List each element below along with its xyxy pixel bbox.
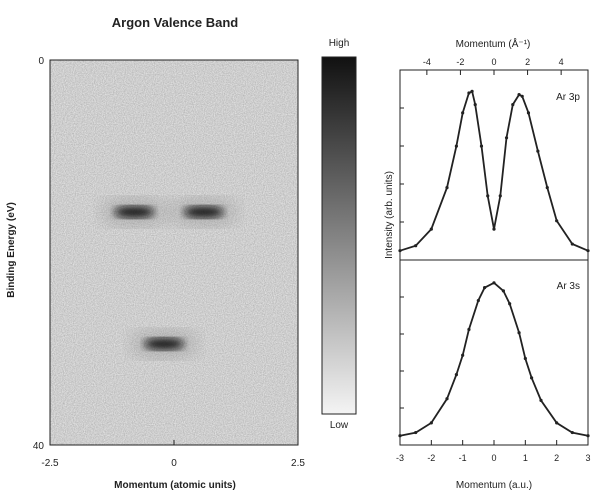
top-tick-label: 0 xyxy=(491,57,496,67)
ar-3p-curve xyxy=(399,89,589,252)
data-point xyxy=(429,421,433,425)
panel-3p-ticks xyxy=(400,107,404,223)
heatmap-noise xyxy=(50,60,298,445)
data-point xyxy=(470,89,474,93)
bottom-tick-label: -2 xyxy=(427,453,435,463)
bottom-tick-label: 3 xyxy=(585,453,590,463)
top-axis-ticks: -4 -2 0 2 4 xyxy=(423,57,564,75)
heatmap-x-ticks: -2.5 0 2.5 xyxy=(41,440,305,469)
bottom-axis-label: Momentum (a.u.) xyxy=(456,480,532,491)
data-point xyxy=(530,376,534,380)
top-axis-label: Momentum (Å⁻¹) xyxy=(456,37,531,50)
heatmap-peak xyxy=(114,206,155,219)
data-point xyxy=(508,302,512,306)
heatmap-plot xyxy=(49,59,299,446)
colorbar-high-label: High xyxy=(329,38,350,49)
data-point xyxy=(429,227,433,231)
data-point xyxy=(414,430,418,435)
data-point xyxy=(492,227,496,231)
data-point xyxy=(539,398,543,402)
data-point xyxy=(570,430,574,435)
colorbar-low-label: Low xyxy=(330,420,349,431)
bottom-tick-label: -3 xyxy=(396,453,404,463)
data-point xyxy=(445,397,449,401)
heatmap-features xyxy=(100,198,238,358)
heatmap-y-label: Binding Energy (eV) xyxy=(6,202,17,298)
data-point xyxy=(555,219,559,223)
data-point xyxy=(504,136,509,140)
data-point xyxy=(526,111,531,115)
heatmap-x-tick-label: 0 xyxy=(171,458,177,469)
data-point xyxy=(517,331,521,335)
data-point xyxy=(473,103,477,107)
heatmap-y-tick-label: 0 xyxy=(38,56,44,67)
heatmap-x-tick-label: -2.5 xyxy=(41,458,59,469)
data-point xyxy=(570,242,574,246)
data-point xyxy=(501,289,505,293)
data-point xyxy=(486,194,490,198)
data-point xyxy=(555,421,559,425)
data-point xyxy=(523,356,527,361)
data-point xyxy=(467,91,471,95)
heatmap-x-label: Momentum (atomic units) xyxy=(114,480,236,491)
data-point xyxy=(511,103,515,107)
data-point xyxy=(479,144,484,148)
ar-3p-points xyxy=(398,89,590,253)
heatmap-peak xyxy=(183,206,224,219)
bottom-tick-label: -1 xyxy=(459,453,467,463)
data-point xyxy=(492,281,496,285)
data-point xyxy=(586,434,590,438)
bottom-axis-ticks: -3 -2 -1 0 1 2 3 xyxy=(396,440,591,463)
data-point xyxy=(586,249,590,253)
data-point xyxy=(520,94,524,98)
bottom-tick-label: 1 xyxy=(523,453,528,463)
panel-3s-ticks xyxy=(400,296,404,409)
data-point xyxy=(461,353,465,357)
heatmap-peak xyxy=(144,337,185,350)
data-point xyxy=(454,144,458,148)
data-point xyxy=(467,327,471,332)
data-point xyxy=(414,244,418,248)
data-point xyxy=(483,286,487,290)
data-point xyxy=(536,149,540,153)
heatmap-y-tick-label: 40 xyxy=(33,441,45,452)
data-point xyxy=(398,434,402,438)
colorbar xyxy=(321,56,357,415)
data-point xyxy=(445,186,449,190)
top-tick-label: 4 xyxy=(559,57,564,67)
data-point xyxy=(398,249,402,253)
top-tick-label: -4 xyxy=(423,57,431,67)
top-tick-label: 2 xyxy=(525,57,530,67)
top-tick-label: -2 xyxy=(456,57,464,67)
right-y-label: Intensity (arb. units) xyxy=(384,171,395,259)
ar-3s-points xyxy=(398,281,590,438)
data-point xyxy=(545,186,549,190)
panel-3p-label: Ar 3p xyxy=(556,92,580,103)
ar-3s-curve xyxy=(399,281,589,437)
panel-3s-label: Ar 3s xyxy=(557,281,580,292)
heatmap-title: Argon Valence Band xyxy=(112,15,238,30)
heatmap-y-ticks: 0 40 xyxy=(33,56,55,452)
heatmap-x-tick-label: 2.5 xyxy=(291,458,305,469)
data-point xyxy=(461,111,465,115)
data-point xyxy=(476,298,480,303)
data-point xyxy=(517,93,521,97)
bottom-tick-label: 2 xyxy=(554,453,559,463)
data-point xyxy=(454,373,458,377)
data-point xyxy=(498,194,502,198)
bottom-tick-label: 0 xyxy=(491,453,496,463)
